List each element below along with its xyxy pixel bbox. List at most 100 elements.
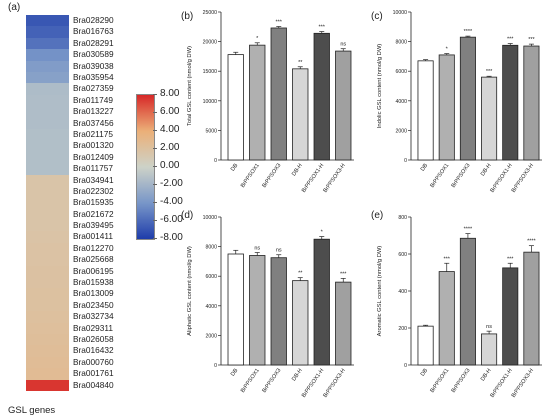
gene-label: Bra035954 bbox=[73, 71, 114, 82]
heatmap-cell bbox=[26, 254, 69, 266]
panel-label-d: (d) bbox=[181, 210, 194, 221]
significance-label: * bbox=[256, 36, 259, 42]
y-tick-label: 0 bbox=[214, 158, 217, 164]
bar bbox=[438, 54, 455, 161]
y-tick-label: 400 bbox=[398, 289, 407, 295]
bar bbox=[502, 44, 519, 161]
significance-label: *** bbox=[444, 256, 451, 262]
heatmap-cell bbox=[26, 334, 69, 346]
colorbar-tick-label: -4.00 bbox=[160, 196, 183, 207]
heatmap-cell bbox=[26, 379, 69, 392]
panel-label-b: (b) bbox=[181, 11, 194, 22]
significance-label: **** bbox=[464, 227, 473, 233]
gene-label: Bra016432 bbox=[73, 345, 114, 356]
bar bbox=[438, 271, 455, 366]
heatmap-cell bbox=[26, 26, 69, 39]
x-tick-label: BrPPSOX3 bbox=[451, 163, 472, 189]
gene-label: Bra015935 bbox=[73, 197, 114, 208]
gene-label: Bra016763 bbox=[73, 26, 114, 37]
y-tick-label: 25000 bbox=[203, 10, 218, 16]
heatmap-cell bbox=[26, 49, 69, 61]
heatmap-cell bbox=[26, 106, 69, 118]
x-tick-label: BrPPSOX1-H bbox=[301, 368, 325, 399]
colorbar-tick-label: -6.00 bbox=[160, 214, 183, 225]
bar bbox=[292, 68, 309, 161]
gene-label: Bra001411 bbox=[73, 231, 113, 242]
y-tick-label: 600 bbox=[398, 252, 407, 258]
x-tick-label: BrPPSOX1-H bbox=[490, 368, 514, 399]
colorbar-tick-mark bbox=[153, 94, 157, 95]
bar bbox=[523, 45, 540, 161]
heatmap-cell bbox=[26, 163, 69, 175]
gene-label: Bra026058 bbox=[73, 334, 114, 345]
significance-label: *** bbox=[507, 256, 514, 262]
significance-label: * bbox=[446, 47, 449, 53]
gene-label: Bra027359 bbox=[73, 83, 114, 94]
significance-label: *** bbox=[528, 37, 535, 43]
gene-label: Bra022302 bbox=[73, 185, 114, 196]
gene-label: Bra032734 bbox=[73, 311, 114, 322]
significance-label: *** bbox=[319, 25, 326, 31]
colorbar-tick-mark bbox=[153, 238, 157, 239]
gene-label: Bra011757 bbox=[73, 163, 113, 174]
significance-label: *** bbox=[507, 37, 514, 43]
heatmap-cell bbox=[26, 345, 69, 358]
colorbar-tick-mark bbox=[153, 112, 157, 113]
gene-label: Bra029311 bbox=[73, 322, 113, 333]
x-tick-label: BrPPSOX1-H bbox=[301, 163, 325, 194]
bar bbox=[523, 251, 540, 366]
heatmap-colorbar bbox=[136, 94, 155, 240]
heatmap-cell bbox=[26, 368, 69, 380]
y-axis-label: Total GSL content (nmol/g DW) bbox=[187, 46, 193, 126]
gene-label: Bra012270 bbox=[73, 242, 114, 253]
colorbar-tick-mark bbox=[153, 202, 157, 203]
gene-label: Bra025668 bbox=[73, 254, 114, 265]
bar bbox=[270, 27, 287, 161]
gene-label: Bra021672 bbox=[73, 208, 114, 219]
significance-label: ns bbox=[340, 42, 346, 48]
colorbar-tick-label: 6.00 bbox=[160, 106, 180, 117]
colorbar-tick-mark bbox=[153, 148, 157, 149]
panel-label-c: (c) bbox=[371, 11, 383, 22]
y-tick-label: 15000 bbox=[203, 69, 218, 75]
x-tick-label: BrPPSOX1 bbox=[429, 163, 450, 189]
x-tick-label: DB-H bbox=[291, 163, 304, 178]
y-axis-label: Aliphatic GSL content (nmol/g DW) bbox=[187, 246, 193, 336]
heatmap-cell bbox=[26, 231, 69, 244]
significance-label: ns bbox=[254, 246, 260, 252]
x-tick-label: DB-H bbox=[480, 163, 493, 178]
bar bbox=[249, 255, 266, 366]
heatmap-cell bbox=[26, 242, 69, 255]
x-tick-label: BrPPSOX1 bbox=[429, 368, 450, 394]
colorbar-tick-label: 2.00 bbox=[160, 142, 180, 153]
y-axis-label: Aromatic GSL content (nmol/g DW) bbox=[377, 246, 383, 337]
bar bbox=[249, 44, 266, 161]
heatmap-cell bbox=[26, 311, 69, 323]
y-tick-label: 2000 bbox=[395, 128, 407, 134]
heatmap-cell bbox=[26, 265, 69, 278]
colorbar-tick-mark bbox=[153, 184, 157, 185]
y-tick-label: 0 bbox=[404, 363, 407, 369]
significance-label: *** bbox=[486, 69, 493, 75]
y-tick-label: 0 bbox=[404, 158, 407, 164]
y-tick-label: 5000 bbox=[205, 128, 217, 134]
colorbar-tick-mark bbox=[153, 130, 157, 131]
y-tick-label: 10000 bbox=[203, 99, 218, 105]
bar bbox=[417, 325, 434, 366]
heatmap-cell bbox=[26, 60, 69, 73]
colorbar-tick-label: 0.00 bbox=[160, 160, 180, 171]
bar-chart-aliphatic-gsl: 0 2000 4000 6000 8000 10000 Aliphatic GSL cont… bbox=[187, 215, 354, 399]
heatmap-cell bbox=[26, 208, 69, 221]
y-tick-label: 800 bbox=[398, 215, 407, 221]
bar bbox=[459, 36, 476, 161]
y-tick-label: 6000 bbox=[395, 69, 407, 75]
heatmap-cell bbox=[26, 322, 69, 335]
bar bbox=[270, 257, 287, 366]
bar-chart-aromatic-gsl: 0 200 400 600 800 Aromatic GSL content (nmol/… bbox=[377, 215, 542, 399]
bar bbox=[481, 333, 498, 366]
significance-label: **** bbox=[527, 239, 536, 245]
x-tick-label: BrPPSOX3-H bbox=[323, 368, 347, 399]
bar bbox=[335, 50, 352, 161]
x-tick-label: BrPPSOX3-H bbox=[511, 368, 535, 399]
heatmap-cell bbox=[26, 174, 69, 187]
